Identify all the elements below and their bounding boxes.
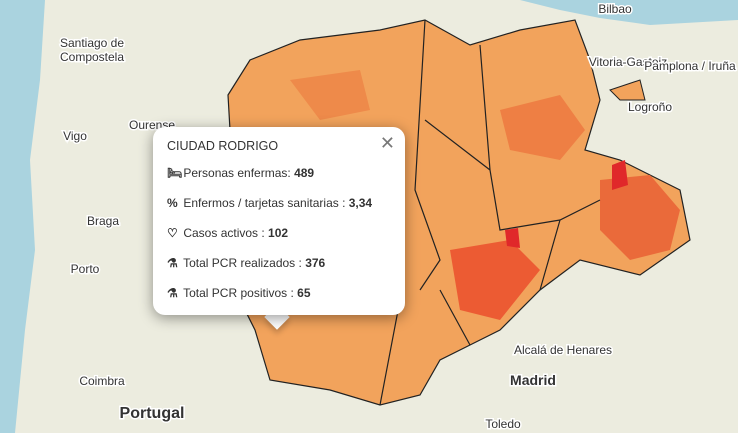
close-button[interactable]: ✕	[379, 133, 395, 153]
row-icon: 🛏	[167, 166, 183, 180]
popup-row: ⚗ Total PCR realizados : 376	[167, 256, 391, 270]
place-label: Vitoria-Gasteiz	[589, 55, 667, 69]
row-icon: ♡	[167, 226, 178, 240]
row-value: 3,34	[348, 196, 373, 210]
popup-title: CIUDAD RODRIGO	[167, 139, 279, 153]
row-icon: ⚗	[167, 256, 178, 270]
hot-zone	[505, 228, 520, 248]
popup-row: % Enfermos / tarjetas sanitarias : 3,34	[167, 196, 391, 210]
row-label: Enfermos / tarjetas sanitarias :	[183, 196, 349, 210]
hot-zone	[450, 240, 540, 320]
hot-zone	[290, 70, 370, 120]
place-label: Pamplona / Iruña	[644, 59, 736, 73]
popup-rows: 🛏 Personas enfermas: 489% Enfermos / tar…	[167, 166, 391, 300]
place-label: Vigo	[63, 129, 87, 143]
row-label: Total PCR realizados :	[183, 256, 306, 270]
row-icon: ⚗	[167, 286, 178, 300]
province-border	[379, 19, 601, 406]
popup-row: 🛏 Personas enfermas: 489	[167, 166, 391, 180]
country-label: Portugal	[120, 405, 185, 422]
place-label: Toledo	[485, 417, 521, 431]
row-label: Casos activos :	[183, 226, 269, 240]
place-label: Porto	[71, 262, 100, 276]
row-icon: %	[167, 196, 178, 210]
capital-label: Madrid	[510, 372, 556, 388]
popup-row: ⚗ Total PCR positivos : 65	[167, 286, 391, 300]
popup: ✕ CIUDAD RODRIGO 🛏 Personas enfermas: 48…	[153, 127, 405, 315]
hot-zone	[612, 160, 628, 190]
enclave	[609, 79, 646, 101]
row-value: 489	[294, 166, 315, 180]
row-value: 102	[268, 226, 289, 240]
place-label: Braga	[87, 214, 119, 228]
place-label: Coimbra	[79, 374, 125, 388]
place-label: Bilbao	[598, 2, 632, 16]
place-label: Alcalá de Henares	[514, 343, 612, 357]
sea	[0, 0, 45, 433]
row-label: Total PCR positivos :	[183, 286, 298, 300]
hot-zone	[500, 95, 585, 160]
place-label: Santiago de	[60, 36, 124, 50]
place-label: Logroño	[628, 100, 672, 114]
row-value: 65	[297, 286, 311, 300]
hot-zone	[600, 175, 680, 260]
popup-row: ♡ Casos activos : 102	[167, 226, 391, 240]
place-label: Compostela	[60, 50, 124, 64]
row-value: 376	[305, 256, 326, 270]
sea-north	[520, 0, 738, 25]
row-label: Personas enfermas:	[183, 166, 295, 180]
